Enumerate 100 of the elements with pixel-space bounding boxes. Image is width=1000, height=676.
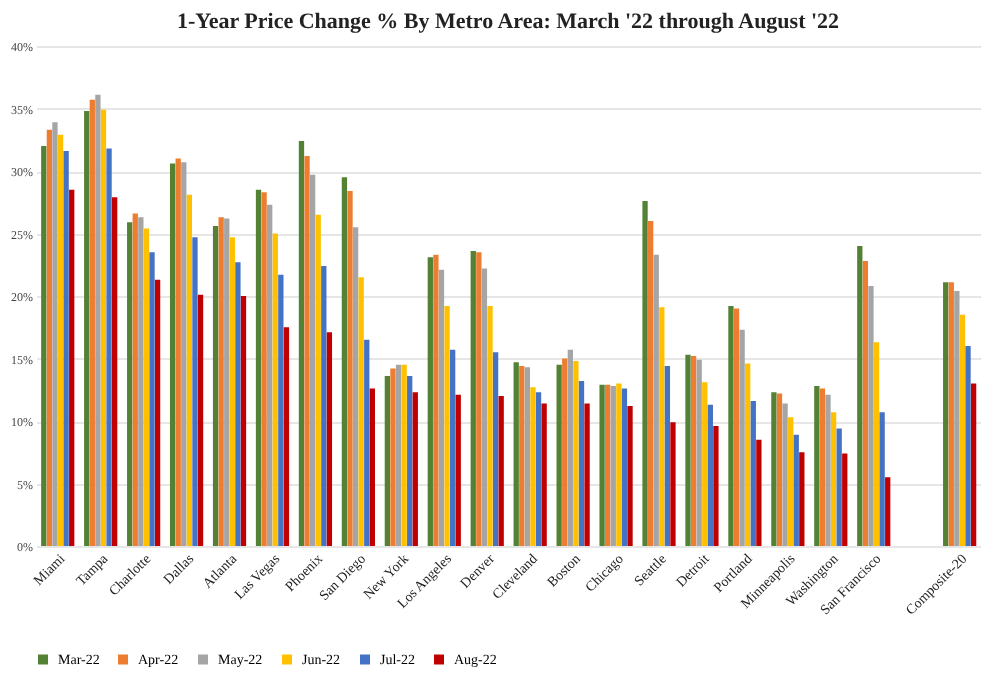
chart-title: 1-Year Price Change % By Metro Area: March '22 through August '22 — [176, 10, 841, 34]
bar — [862, 261, 869, 546]
bar — [799, 452, 805, 546]
bar — [578, 381, 585, 546]
bar — [498, 396, 504, 546]
bar — [562, 358, 568, 546]
bar — [283, 327, 290, 546]
bar — [369, 388, 375, 546]
bar — [235, 262, 241, 546]
bar — [836, 428, 842, 546]
bar — [154, 279, 161, 546]
bar — [169, 163, 176, 546]
bar — [229, 237, 235, 546]
bar — [647, 221, 654, 546]
bar — [272, 233, 278, 546]
bar — [885, 477, 891, 546]
bar — [352, 227, 359, 546]
bar — [943, 282, 949, 546]
bar — [304, 156, 310, 546]
bar — [401, 364, 407, 546]
bar — [771, 392, 777, 546]
bar — [756, 439, 762, 546]
bar — [814, 386, 820, 546]
bar — [970, 383, 977, 546]
bar — [444, 306, 450, 546]
bar — [793, 434, 799, 546]
bar — [513, 362, 519, 546]
bar — [192, 237, 198, 546]
bar — [364, 339, 370, 546]
bar — [224, 218, 230, 546]
bar — [819, 388, 826, 546]
bar — [470, 251, 476, 546]
bar — [84, 111, 90, 546]
bar — [69, 189, 75, 546]
bar — [255, 189, 262, 546]
bar — [112, 197, 118, 546]
bar — [132, 213, 138, 546]
bar — [610, 386, 616, 546]
bar — [653, 254, 659, 546]
bar — [347, 191, 353, 546]
bar — [702, 382, 708, 546]
bar — [584, 403, 590, 546]
bar — [541, 403, 547, 546]
bar — [57, 134, 64, 546]
bar — [690, 356, 697, 546]
bar — [427, 257, 433, 546]
bar — [106, 148, 112, 546]
bar — [407, 376, 413, 546]
bar — [212, 226, 219, 546]
bar — [52, 122, 58, 546]
bar — [776, 393, 783, 546]
bar — [433, 254, 439, 546]
bar — [642, 201, 648, 546]
bar — [830, 412, 837, 546]
bar — [261, 192, 267, 546]
bar — [788, 417, 794, 546]
bar — [89, 99, 95, 546]
bar — [390, 368, 396, 546]
bar — [524, 367, 531, 546]
bar — [384, 376, 391, 546]
bar — [868, 286, 874, 546]
bar — [959, 314, 966, 546]
bar — [358, 277, 364, 546]
bar — [476, 252, 482, 546]
bar — [395, 364, 402, 546]
bar — [240, 296, 247, 546]
bar — [138, 217, 144, 546]
bar — [739, 329, 745, 546]
bar — [481, 268, 488, 546]
bar — [341, 177, 348, 546]
bar — [315, 214, 321, 546]
bar — [621, 388, 628, 546]
bar — [412, 392, 418, 546]
bar — [530, 387, 536, 546]
bar — [573, 361, 579, 546]
bar — [298, 141, 305, 546]
bar — [127, 222, 133, 546]
bar — [825, 394, 831, 546]
bar — [455, 394, 461, 546]
bar — [278, 274, 284, 546]
bar — [218, 217, 224, 546]
bar — [948, 282, 954, 546]
bar — [733, 308, 740, 546]
bar — [450, 349, 456, 546]
bar — [707, 404, 713, 546]
bar — [143, 228, 150, 546]
bar — [670, 422, 676, 546]
bar — [664, 366, 671, 546]
bar — [782, 403, 788, 546]
bar — [750, 401, 756, 546]
bar — [857, 246, 863, 546]
bar — [842, 453, 848, 546]
bar — [492, 352, 499, 546]
bar — [879, 412, 885, 546]
bar — [713, 426, 719, 546]
bar — [567, 349, 573, 546]
bar — [696, 359, 702, 546]
bar — [965, 346, 971, 546]
bar — [605, 384, 611, 546]
bar — [181, 162, 187, 546]
